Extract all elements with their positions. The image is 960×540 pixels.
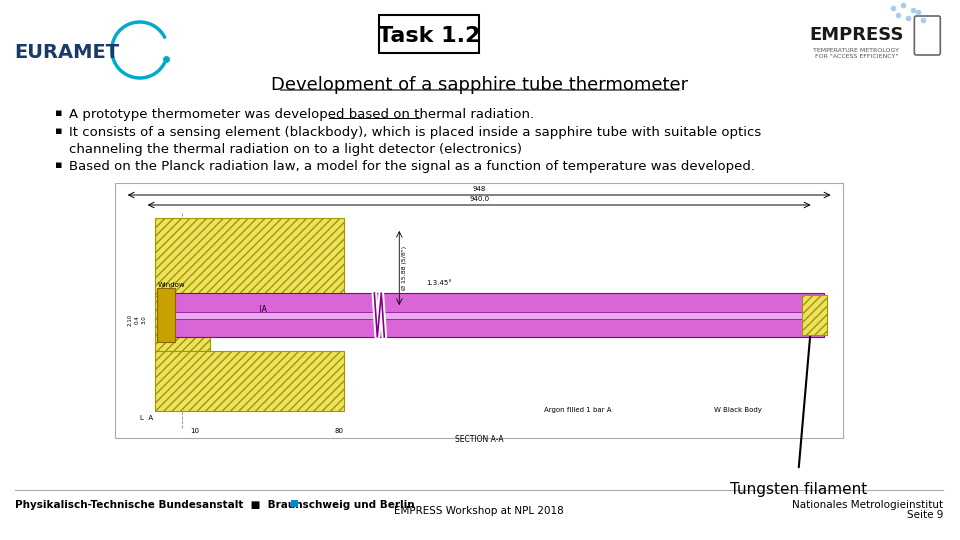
Text: 948: 948 [472, 186, 486, 192]
Text: 1.3.45°: 1.3.45° [426, 280, 452, 286]
Text: 10: 10 [190, 428, 199, 434]
Bar [155, 218, 345, 296]
Bar [170, 293, 824, 337]
Text: A prototype thermometer was developed based on thermal radiation.: A prototype thermometer was developed ba… [69, 108, 534, 121]
Text: ▪: ▪ [55, 126, 62, 136]
Text: EURAMET: EURAMET [14, 43, 119, 62]
Text: |A: |A [258, 306, 267, 314]
Text: 80: 80 [335, 428, 344, 434]
Text: Development of a sapphire tube thermometer: Development of a sapphire tube thermomet… [271, 76, 687, 94]
Text: 3.0: 3.0 [141, 315, 146, 325]
Text: ▪: ▪ [55, 160, 62, 170]
Bar [156, 288, 175, 342]
Text: W Black Body: W Black Body [713, 407, 761, 413]
Text: Ø 15.88 (5/8"): Ø 15.88 (5/8") [402, 246, 407, 290]
Bar [292, 500, 299, 507]
Text: Based on the Planck radiation law, a model for the signal as a function of tempe: Based on the Planck radiation law, a mod… [69, 160, 755, 173]
Text: TEMPERATURE METROLOGY: TEMPERATURE METROLOGY [813, 48, 900, 52]
Bar [155, 296, 209, 351]
Text: Tungsten filament: Tungsten filament [730, 482, 867, 497]
Text: It consists of a sensing element (blackbody), which is placed inside a sapphire : It consists of a sensing element (blackb… [69, 126, 761, 156]
Text: Seite 9: Seite 9 [907, 510, 944, 520]
Text: SECTION A-A: SECTION A-A [455, 435, 503, 443]
Bar [115, 183, 844, 438]
Text: ▪: ▪ [55, 108, 62, 118]
Text: Physikalisch-Technische Bundesanstalt  ■  Braunschweig und Berlin: Physikalisch-Technische Bundesanstalt ■ … [15, 500, 415, 510]
Bar [155, 351, 345, 411]
Text: Task 1.2: Task 1.2 [378, 26, 480, 46]
Text: Window: Window [157, 282, 185, 288]
Text: FOR "ACCESS EFFICIENCY": FOR "ACCESS EFFICIENCY" [815, 55, 899, 59]
Bar [170, 312, 824, 319]
Text: L  A: L A [140, 415, 153, 421]
Text: 0.4: 0.4 [134, 315, 139, 325]
Text: Argon filled 1 bar A: Argon filled 1 bar A [544, 407, 612, 413]
Text: EMPRESS Workshop at NPL 2018: EMPRESS Workshop at NPL 2018 [395, 506, 564, 516]
Bar [802, 295, 827, 335]
Text: 940.0: 940.0 [469, 196, 490, 202]
Text: 2.10: 2.10 [128, 314, 132, 326]
Text: Nationales Metrologieinstitut: Nationales Metrologieinstitut [792, 500, 944, 510]
Text: EMPRESS: EMPRESS [809, 26, 903, 44]
FancyBboxPatch shape [379, 15, 479, 53]
